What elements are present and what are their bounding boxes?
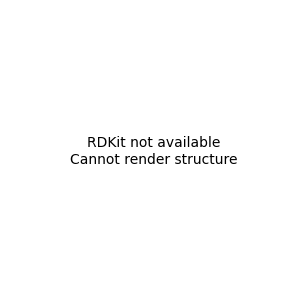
Text: RDKit not available
Cannot render structure: RDKit not available Cannot render struct…	[70, 136, 238, 166]
